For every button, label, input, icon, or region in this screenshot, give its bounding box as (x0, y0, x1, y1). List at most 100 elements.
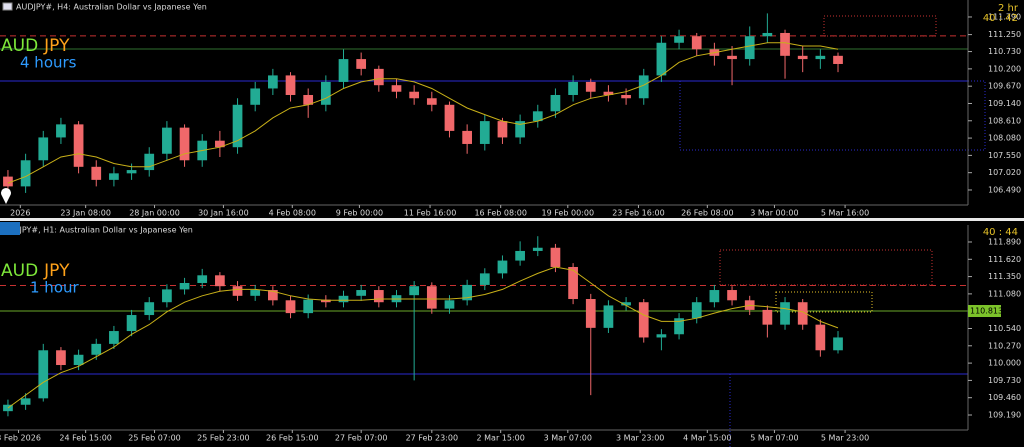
x-tick-label: 30 Jan 16:00 (198, 209, 249, 218)
y-tick-label: 107.020 (988, 168, 1021, 177)
x-tick-label: 25 Feb 23:00 (197, 434, 249, 443)
y-tick-label: 109.460 (988, 393, 1021, 402)
candle-body (232, 286, 243, 296)
x-tick-label: 23 Jan 08:00 (60, 209, 111, 218)
x-tick-label: 4 Mar 15:00 (683, 434, 731, 443)
x-tick-label: 27 Feb 07:00 (335, 434, 387, 443)
candle-body (268, 75, 278, 89)
timer-label: 2 hr (998, 3, 1019, 14)
candle-body (797, 302, 808, 325)
flag-icon (2, 2, 13, 11)
x-tick-label: 2 Mar 15:00 (477, 434, 525, 443)
symbol-base: AUD (1, 36, 38, 56)
y-tick-label: 110.730 (988, 47, 1021, 56)
candle-body (727, 55, 737, 60)
price-label: 110.813 (970, 306, 1003, 315)
timer: 40 : 42 (983, 13, 1018, 24)
x-tick-label: 3 Mar 07:00 (544, 434, 592, 443)
x-tick-label: 24 Feb 15:00 (59, 434, 111, 443)
candle-body (215, 140, 225, 148)
x-tick-label: 11 Feb 16:00 (404, 209, 456, 218)
candle-body (373, 290, 384, 303)
moving-average (7, 42, 839, 184)
candle-body (91, 343, 102, 355)
candle-body (162, 127, 172, 154)
candle-body (338, 295, 349, 303)
candle-body (462, 130, 472, 144)
candle-body (179, 127, 190, 161)
candle-body (568, 81, 578, 95)
y-tick-label: 111.350 (988, 272, 1021, 281)
candle-body (762, 32, 773, 37)
timer: 40 : 44 (983, 227, 1018, 238)
candle-body (268, 290, 278, 301)
x-tick-label: 26 Feb 08:00 (681, 209, 733, 218)
x-tick-label: 3 Feb 2026 (0, 434, 41, 443)
candle-body (603, 91, 614, 95)
candle-body (303, 299, 314, 314)
candle-body (833, 55, 843, 64)
timeframe-label: 4 hours (20, 54, 77, 72)
x-tick-label: 9 Feb 00:00 (336, 209, 383, 218)
candle-body (3, 176, 13, 187)
candle-body (109, 173, 119, 180)
candle-body (674, 318, 684, 335)
candle-body (762, 309, 773, 325)
x-tick-label: 16 Feb 08:00 (474, 209, 526, 218)
symbol-label: AUD JPY (1, 36, 70, 56)
candle-body (532, 247, 543, 251)
price-label-box (968, 304, 1001, 317)
y-tick-label: 108.080 (988, 134, 1021, 143)
candle-body (444, 104, 455, 131)
candle-body (197, 275, 208, 283)
x-tick-label: 28 Jan 00:00 (129, 209, 180, 218)
y-tick-label: 106.490 (988, 185, 1021, 194)
candle-body (356, 59, 367, 69)
y-tick-label: 109.730 (988, 376, 1021, 385)
y-tick-label: 109.190 (988, 411, 1021, 420)
x-tick-label: 5 Mar 23:00 (821, 434, 869, 443)
candle-body (426, 286, 437, 309)
candle-body (497, 121, 508, 138)
timeframe-label: 1 hour (30, 279, 80, 297)
y-tick-label: 110.000 (988, 359, 1021, 368)
candle-body (179, 282, 190, 290)
x-tick-label: 3 Mar 23:00 (616, 434, 664, 443)
candle-body (479, 273, 490, 285)
candle-body (320, 299, 331, 303)
chart-title: AUDJPY#, H1: Australian Dollar vs Japane… (2, 226, 193, 235)
candle-body (497, 260, 508, 274)
candle-body (780, 32, 790, 56)
candle-body (144, 302, 155, 316)
candle-body (20, 398, 31, 405)
symbol-icon (0, 222, 20, 235)
x-tick-label: 5 Mar 16:00 (821, 209, 869, 218)
candle-body (409, 91, 420, 99)
candle-body (656, 334, 667, 338)
x-tick-label: 23 Feb 16:00 (612, 209, 664, 218)
candle-body (126, 170, 137, 174)
candle-body (250, 88, 261, 105)
candle-body (744, 36, 755, 60)
candle-body (285, 75, 296, 95)
candle-body (479, 121, 490, 144)
candle-body (162, 289, 172, 303)
candle-body (585, 299, 596, 328)
candle-body (38, 137, 49, 161)
candle-body (444, 300, 455, 309)
candle-body (426, 98, 437, 105)
candle-body (320, 81, 331, 105)
zone-box (679, 80, 986, 151)
panel-separator (0, 218, 1024, 221)
candle-body (709, 290, 720, 303)
x-tick-label: 3 Mar 00:00 (750, 209, 798, 218)
candle-body (409, 286, 420, 296)
marker-icon (1, 188, 11, 204)
symbol-quote: JPY (43, 36, 70, 56)
candle-body (833, 337, 843, 351)
candle-body (126, 315, 137, 332)
candle-body (603, 305, 614, 328)
candle-body (568, 266, 578, 300)
